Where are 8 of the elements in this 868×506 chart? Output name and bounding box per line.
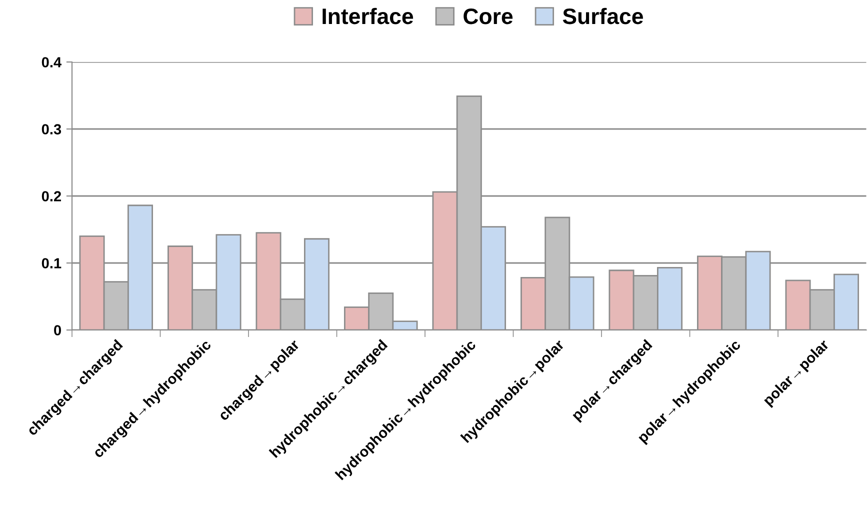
y-tick-label: 0.3 [42,124,62,134]
y-tick-label: 0.1 [42,258,62,268]
legend-label: Interface [322,8,414,24]
legend-label: Surface [562,8,643,24]
y-tick-label: 0 [54,325,61,336]
legend-label: Core [464,8,513,24]
y-tick-label: 0.4 [42,57,62,68]
y-tick-label: 0.2 [42,191,61,202]
